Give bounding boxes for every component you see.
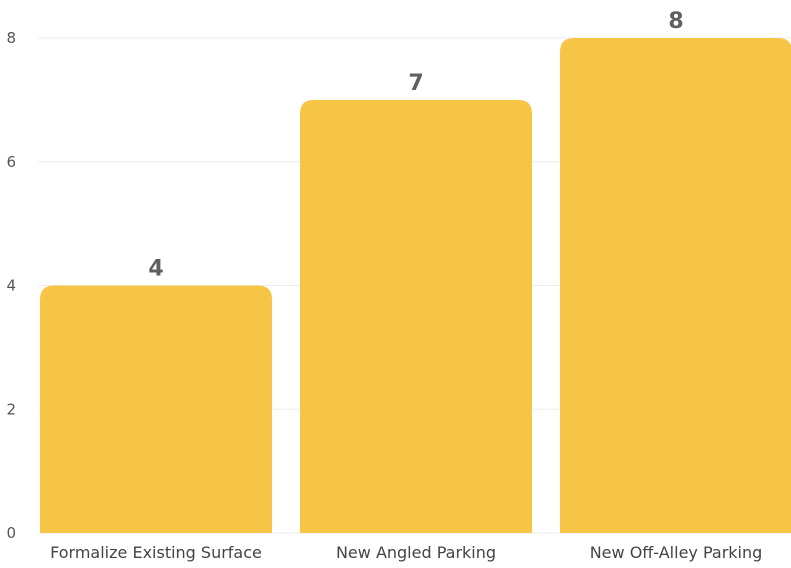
y-tick-label: 8: [6, 29, 16, 47]
x-tick-label: New Angled Parking: [336, 543, 496, 562]
data-label: 8: [668, 9, 683, 34]
y-tick-label: 4: [6, 277, 16, 295]
data-labels: 4 7 8: [148, 9, 683, 282]
y-axis-ticks: 0 2 4 6 8: [6, 29, 16, 542]
x-tick-label: New Off-Alley Parking: [590, 543, 763, 562]
x-tick-label: Formalize Existing Surface: [50, 543, 262, 562]
y-tick-label: 2: [6, 400, 16, 418]
y-tick-label: 0: [6, 524, 16, 542]
x-axis-labels: Formalize Existing Surface New Angled Par…: [50, 543, 762, 562]
bars: [40, 38, 791, 533]
bar: [560, 38, 791, 533]
data-label: 7: [408, 71, 423, 96]
data-label: 4: [148, 257, 163, 282]
bar: [300, 99, 532, 533]
bar: [40, 285, 272, 533]
y-tick-label: 6: [6, 153, 16, 171]
